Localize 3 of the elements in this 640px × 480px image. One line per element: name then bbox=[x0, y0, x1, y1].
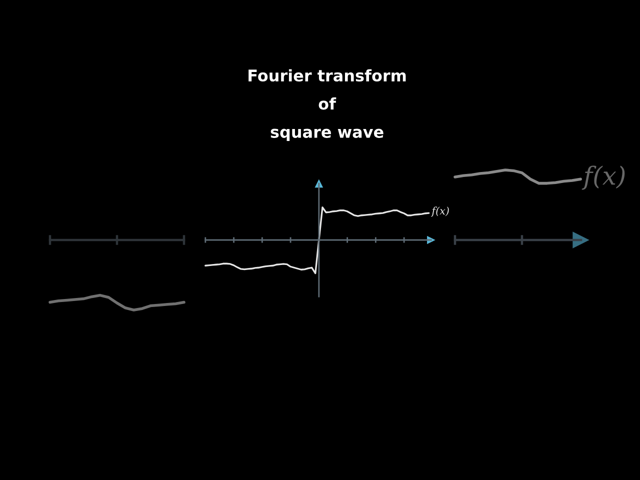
chart-title: Fourier transform of square wave bbox=[248, 69, 406, 142]
series-label: f(x) bbox=[582, 166, 625, 190]
series-label: f(x) bbox=[431, 206, 449, 217]
